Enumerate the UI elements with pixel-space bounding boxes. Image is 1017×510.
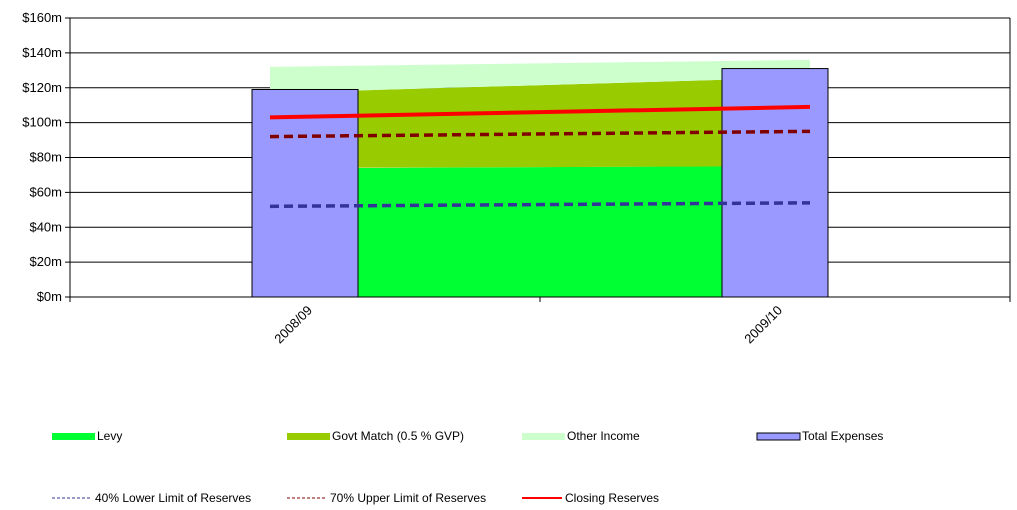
y-tick-label: $80m — [29, 150, 62, 165]
y-tick-label: $160m — [22, 10, 62, 25]
legend-label: Levy — [97, 429, 122, 443]
y-tick-label: $140m — [22, 45, 62, 60]
legend-label: 70% Upper Limit of Reserves — [330, 491, 486, 505]
legend-swatch — [757, 433, 800, 440]
bar-total-expenses — [252, 89, 358, 297]
y-tick-label: $100m — [22, 115, 62, 130]
x-tick-label: 2008/09 — [271, 303, 315, 347]
y-tick-label: $20m — [29, 254, 62, 269]
y-tick-label: $60m — [29, 184, 62, 199]
legend-swatch — [287, 433, 330, 440]
legend-item-70-upper-limit-of-reserves: 70% Upper Limit of Reserves — [287, 491, 486, 505]
legend-label: Total Expenses — [802, 429, 883, 443]
x-tick-label: 2009/10 — [741, 303, 785, 347]
x-tick-labels: 2008/09 2009/10 — [271, 303, 785, 347]
legend-item-closing-reserves: Closing Reserves — [522, 491, 659, 505]
legend-swatch — [52, 433, 95, 440]
legend-swatch — [522, 433, 565, 440]
y-tick-label: $120m — [22, 80, 62, 95]
legend: Levy Govt Match (0.5 % GVP) Other Income To… — [52, 429, 883, 505]
bar-total-expenses — [722, 69, 828, 297]
y-tick-label: $0m — [37, 289, 62, 304]
legend-label: Govt Match (0.5 % GVP) — [332, 429, 464, 443]
area-levy — [358, 166, 722, 297]
legend-item-govt-match-0-5-gvp: Govt Match (0.5 % GVP) — [287, 429, 464, 443]
legend-label: 40% Lower Limit of Reserves — [95, 491, 251, 505]
legend-item-total-expenses: Total Expenses — [757, 429, 883, 443]
y-tick-labels: $0m $20m $40m $60m $80m $100m $120m $140m $160m — [22, 10, 62, 304]
legend-label: Closing Reserves — [565, 491, 659, 505]
legend-label: Other Income — [567, 429, 640, 443]
legend-item-40-lower-limit-of-reserves: 40% Lower Limit of Reserves — [52, 491, 251, 505]
legend-item-other-income: Other Income — [522, 429, 640, 443]
y-tick-label: $40m — [29, 219, 62, 234]
legend-item-levy: Levy — [52, 429, 122, 443]
